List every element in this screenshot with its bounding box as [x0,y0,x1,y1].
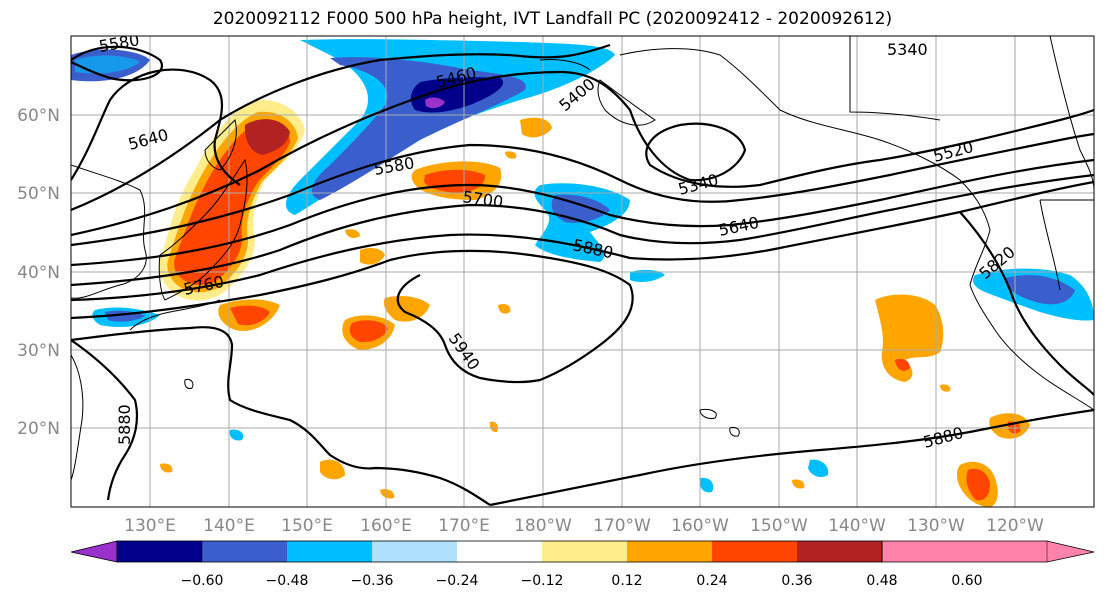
colorbar-segment [372,541,457,562]
colorbar-tick: 0.12 [611,573,642,589]
colorbar-tick: −0.36 [351,573,394,589]
lon-label: 120°W [986,516,1044,536]
contour-label: 5340 [887,40,928,59]
longitude-labels: 130°E 140°E 150°E 160°E 170°E 180°W 170°… [124,516,1044,536]
colorbar-tick: −0.60 [181,573,224,589]
colorbar-extend-min [70,540,118,563]
coastlines [71,36,1094,481]
lat-label: 30°N [17,341,60,361]
colorbar-segment [202,541,287,562]
lat-label: 60°N [17,106,60,126]
plot-border [70,35,1095,508]
colorbar-tick: 0.36 [781,573,812,589]
lat-label: 40°N [17,263,60,283]
colorbar-tick: 0.48 [866,573,897,589]
lon-label: 130°E [124,516,176,536]
lon-label: 170°E [438,516,490,536]
contour-label: 5880 [115,404,134,445]
colorbar-extend-max [881,540,1095,563]
colorbar-segment [797,541,882,562]
lon-label: 130°W [907,516,965,536]
colorbar-segment [712,541,797,562]
colorbar-segment [117,541,202,562]
colorbar-segment [542,541,627,562]
colorbar-segment [287,541,372,562]
colorbar: −0.60 −0.48 −0.36 −0.24 −0.12 0.12 0.24 … [70,540,1095,589]
colorbar-tick: −0.12 [521,573,564,589]
height-contours [71,43,1094,507]
lon-label: 140°E [203,516,255,536]
map-title: 2020092112 F000 500 hPa height, IVT Land… [212,9,893,29]
lon-label: 150°W [750,516,808,536]
gridlines [71,36,1094,507]
lon-label: 170°W [593,516,651,536]
colorbar-segment [627,541,712,562]
colorbar-tick: 0.24 [696,573,727,589]
colorbar-ticks: −0.60 −0.48 −0.36 −0.24 −0.12 0.12 0.24 … [181,573,983,589]
lon-label: 140°W [828,516,886,536]
colorbar-tick: −0.48 [266,573,309,589]
lon-label: 180°W [514,516,572,536]
lon-label: 160°W [671,516,729,536]
lon-label: 150°E [281,516,333,536]
colorbar-tick: 0.60 [951,573,982,589]
colorbar-tick: −0.24 [436,573,479,589]
lat-label: 20°N [17,419,60,439]
colorbar-segment [457,541,542,562]
lon-label: 160°E [360,516,412,536]
latitude-labels: 60°N 50°N 40°N 30°N 20°N [17,106,60,439]
lat-label: 50°N [17,184,60,204]
